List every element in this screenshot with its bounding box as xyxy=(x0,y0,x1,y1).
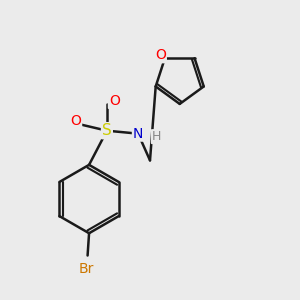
Text: S: S xyxy=(102,123,112,138)
Text: N: N xyxy=(133,127,143,141)
Text: Br: Br xyxy=(78,262,94,276)
Text: H: H xyxy=(152,130,161,143)
Text: O: O xyxy=(155,48,166,62)
Text: O: O xyxy=(109,94,120,108)
Text: O: O xyxy=(70,114,81,128)
